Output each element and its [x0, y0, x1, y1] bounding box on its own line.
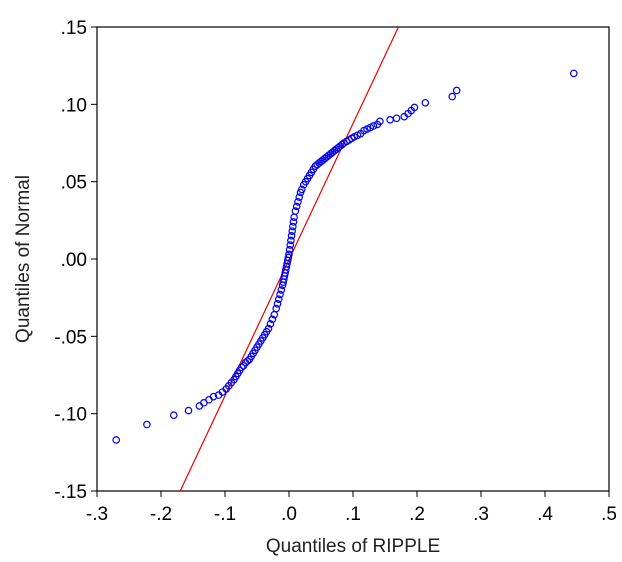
data-point [277, 286, 286, 294]
y-tick-label: -.05 [54, 327, 87, 348]
data-point [569, 69, 578, 78]
data-point [291, 207, 300, 215]
x-tick-label: .5 [601, 504, 617, 525]
reference-line-layer [179, 26, 399, 492]
data-point [392, 114, 401, 123]
data-point [288, 227, 297, 235]
data-point [195, 402, 204, 410]
data-point [292, 202, 301, 211]
x-axis-title: Quantiles of RIPPLE [266, 536, 440, 557]
y-tick-label: .00 [61, 250, 87, 271]
y-tick-label: -.10 [54, 405, 87, 426]
data-point [285, 245, 294, 254]
x-tick-label: .1 [345, 504, 361, 525]
x-axis-ticks: -.3 -.2 -.1 .0 .1 .2 .3 .4 .5 [86, 491, 617, 525]
data-point [285, 250, 293, 259]
data-point [287, 232, 296, 240]
data-point [170, 411, 178, 420]
data-point [287, 236, 295, 245]
x-tick-label: .4 [537, 504, 553, 525]
data-point [205, 395, 213, 404]
data-point [294, 197, 302, 206]
data-point [112, 436, 121, 444]
data-point [284, 253, 293, 262]
data-point [266, 320, 275, 328]
data-point [295, 193, 304, 201]
plot-frame [96, 26, 610, 492]
data-point [273, 300, 282, 308]
y-tick-label: .15 [61, 18, 87, 39]
reference-line [179, 26, 399, 492]
data-point [264, 324, 273, 333]
data-point [289, 222, 297, 231]
x-tick-label: -.3 [86, 504, 108, 525]
y-tick-label: .10 [61, 95, 87, 116]
x-tick-label: -.2 [150, 504, 172, 525]
y-tick-label: -.15 [54, 482, 87, 503]
x-tick-label: -.1 [214, 504, 236, 525]
data-point [421, 98, 430, 107]
data-point [286, 241, 295, 249]
y-axis-ticks: -.15 -.10 -.05 .00 .05 .10 .15 [54, 18, 97, 503]
data-point [209, 392, 218, 401]
data-point [386, 116, 394, 124]
data-point [369, 122, 378, 130]
data-point [237, 363, 246, 372]
data-point [272, 304, 281, 313]
y-tick-label: .05 [61, 173, 87, 194]
data-point [448, 92, 457, 101]
x-tick-label: .0 [281, 504, 297, 525]
x-tick-label: .3 [473, 504, 489, 525]
data-point [410, 103, 419, 112]
data-point [452, 86, 461, 95]
y-axis-title: Quantiles of Normal [13, 175, 34, 343]
data-point [274, 295, 283, 304]
data-point [243, 357, 252, 365]
x-tick-label: .2 [409, 504, 425, 525]
data-point [276, 290, 284, 299]
data-point [184, 406, 193, 415]
data-point [289, 218, 298, 226]
data-point [297, 185, 306, 194]
data-point [376, 117, 384, 126]
data-point [143, 420, 151, 429]
data-point [290, 213, 298, 222]
data-point [268, 315, 277, 324]
data-points [112, 69, 578, 444]
